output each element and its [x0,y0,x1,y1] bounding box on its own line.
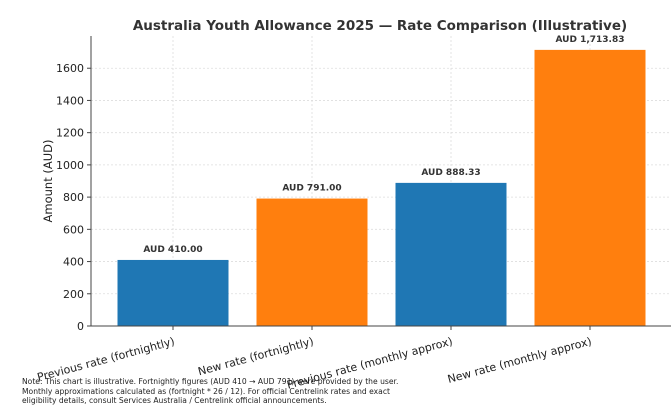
y-tick-label: 200 [63,288,84,301]
y-tick-label: 600 [63,223,84,236]
y-tick-label: 1600 [56,62,84,75]
x-tick-label: New rate (monthly approx) [446,335,593,386]
bar [395,182,507,326]
bar [117,259,229,326]
data-labels: AUD 410.00 AUD 791.00 AUD 888.33 AUD 1,713.… [143,35,624,255]
y-tick-label: 1400 [56,94,84,107]
bars [117,49,646,327]
y-tick-label: 1200 [56,127,84,140]
footnote-line-3: eligibility details, consult Services Au… [22,396,327,406]
data-label: AUD 1,713.83 [555,35,624,45]
data-label: AUD 410.00 [143,245,202,255]
footnote-line-1: Note: This chart is illustrative. Fortni… [22,377,399,386]
y-tick-label: 0 [77,320,84,333]
x-tick-label: New rate (fortnightly) [197,335,316,378]
footnote: Note: This chart is illustrative. Fortni… [22,377,462,406]
y-tick-label: 1000 [56,159,84,172]
chart-title: Australia Youth Allowance 2025 — Rate Co… [133,18,627,34]
y-axis-label: Amount (AUD) [41,140,55,223]
data-label: AUD 791.00 [282,184,341,194]
footnote-line-2: Monthly approximations calculated as (fo… [22,386,390,396]
bar [534,49,646,327]
y-tick-label: 400 [63,256,84,269]
y-tick-label: 800 [63,191,84,204]
bar [256,198,368,326]
y-axis-ticks: 0 200 400 600 800 1000 1200 1400 1600 [56,62,91,333]
data-label: AUD 888.33 [421,168,480,178]
